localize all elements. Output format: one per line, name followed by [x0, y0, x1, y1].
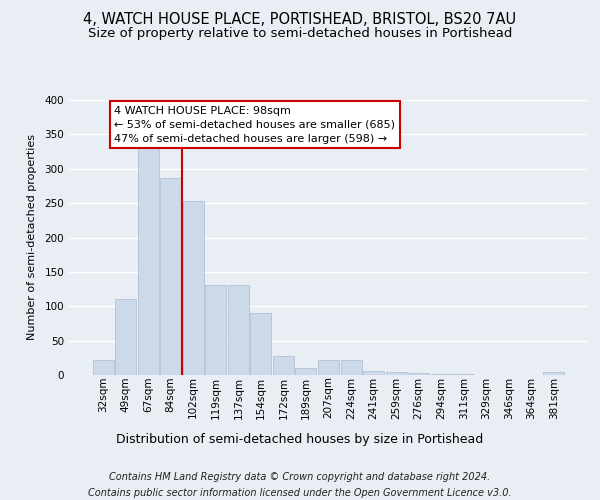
Bar [228, 285, 249, 375]
Text: 4 WATCH HOUSE PLACE: 98sqm
← 53% of semi-detached houses are smaller (685)
47% o: 4 WATCH HOUSE PLACE: 98sqm ← 53% of semi… [115, 106, 395, 144]
Bar [318, 360, 339, 375]
Bar [92, 360, 113, 375]
Bar [544, 372, 565, 375]
Text: Size of property relative to semi-detached houses in Portishead: Size of property relative to semi-detach… [88, 28, 512, 40]
Text: Contains HM Land Registry data © Crown copyright and database right 2024.: Contains HM Land Registry data © Crown c… [109, 472, 491, 482]
Bar [137, 148, 158, 375]
Bar [183, 201, 204, 375]
Bar [363, 371, 384, 375]
Bar [205, 285, 226, 375]
Bar [160, 178, 181, 375]
Bar [341, 360, 362, 375]
Bar [453, 374, 474, 375]
Bar [273, 356, 294, 375]
Bar [250, 313, 271, 375]
Bar [295, 368, 316, 375]
Bar [115, 300, 136, 375]
Bar [408, 373, 429, 375]
Text: 4, WATCH HOUSE PLACE, PORTISHEAD, BRISTOL, BS20 7AU: 4, WATCH HOUSE PLACE, PORTISHEAD, BRISTO… [83, 12, 517, 28]
Bar [431, 374, 452, 375]
Y-axis label: Number of semi-detached properties: Number of semi-detached properties [28, 134, 37, 340]
Text: Distribution of semi-detached houses by size in Portishead: Distribution of semi-detached houses by … [116, 432, 484, 446]
Text: Contains public sector information licensed under the Open Government Licence v3: Contains public sector information licen… [88, 488, 512, 498]
Bar [386, 372, 407, 375]
